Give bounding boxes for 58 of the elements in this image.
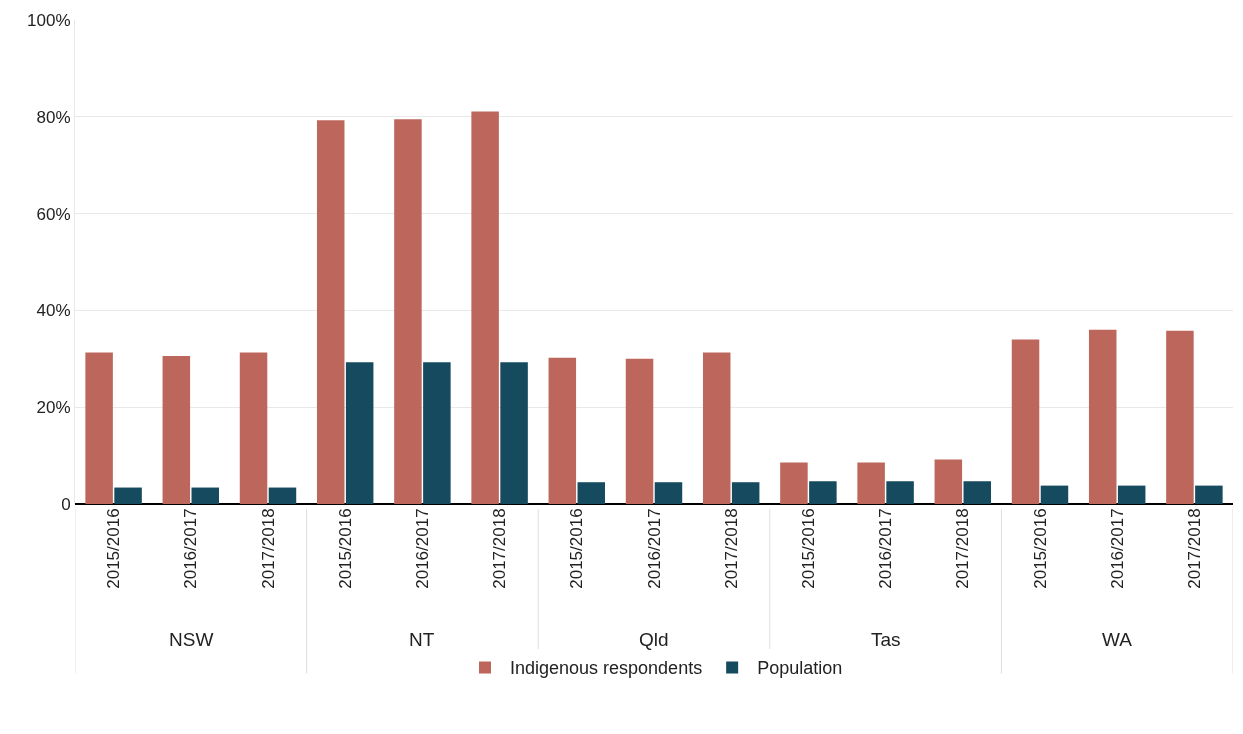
y-tick-label: 60% bbox=[36, 204, 71, 224]
bar bbox=[1088, 329, 1117, 504]
y-tick-label: 0 bbox=[61, 494, 71, 514]
bar bbox=[809, 481, 837, 504]
bar bbox=[85, 352, 113, 504]
bar bbox=[1166, 330, 1194, 504]
bar bbox=[886, 481, 914, 504]
bar bbox=[500, 362, 528, 504]
bar bbox=[702, 352, 731, 504]
x-tick-label: 2016/2017 bbox=[1107, 508, 1127, 589]
x-tick-label: 2017/2018 bbox=[490, 508, 510, 589]
y-tick-label: 80% bbox=[36, 107, 71, 127]
x-tick-label: 2017/2018 bbox=[1184, 508, 1204, 589]
x-tick-label: 2016/2017 bbox=[644, 508, 664, 589]
x-tick-label: 2017/2018 bbox=[721, 508, 741, 589]
bar bbox=[1011, 339, 1040, 504]
legend-label: Population bbox=[757, 658, 843, 679]
x-tick-label: 2015/2016 bbox=[567, 508, 587, 589]
bar bbox=[394, 119, 422, 504]
bar bbox=[548, 357, 577, 504]
bar bbox=[316, 120, 345, 504]
x-tick-label: 2017/2018 bbox=[953, 508, 973, 589]
bar bbox=[1117, 485, 1146, 504]
x-tick-label: 2016/2017 bbox=[876, 508, 896, 589]
bar bbox=[1040, 485, 1069, 504]
x-tick-label: 2015/2016 bbox=[798, 508, 818, 589]
x-tick-label: 2015/2016 bbox=[104, 508, 124, 589]
bar bbox=[423, 362, 451, 504]
bar bbox=[345, 362, 374, 504]
bar bbox=[162, 355, 191, 504]
x-tick-label: 2016/2017 bbox=[181, 508, 201, 589]
bar bbox=[268, 487, 297, 504]
bar bbox=[857, 462, 885, 504]
text: NSW bbox=[169, 629, 214, 650]
bar bbox=[239, 352, 268, 504]
y-tick-label: 100% bbox=[27, 10, 71, 30]
bar bbox=[1195, 485, 1223, 504]
bar bbox=[731, 482, 760, 504]
bar bbox=[577, 482, 606, 504]
text: Tas bbox=[871, 629, 901, 650]
x-tick-label: 2015/2016 bbox=[1030, 508, 1050, 589]
legend-label: Indigenous respondents bbox=[510, 658, 703, 679]
bar bbox=[654, 482, 683, 504]
bar bbox=[780, 462, 808, 504]
bar bbox=[625, 358, 654, 504]
bar bbox=[963, 481, 992, 504]
text: NT bbox=[409, 629, 435, 650]
text: WA bbox=[1102, 629, 1133, 650]
bar bbox=[934, 459, 963, 504]
bar bbox=[471, 111, 499, 504]
x-tick-label: 2015/2016 bbox=[335, 508, 355, 589]
x-tick-label: 2017/2018 bbox=[258, 508, 278, 589]
x-tick-label: 2016/2017 bbox=[412, 508, 432, 589]
bar bbox=[191, 487, 220, 504]
y-tick-label: 20% bbox=[36, 398, 71, 418]
text: Qld bbox=[639, 629, 669, 650]
bar bbox=[114, 487, 142, 504]
y-tick-label: 40% bbox=[36, 301, 71, 321]
